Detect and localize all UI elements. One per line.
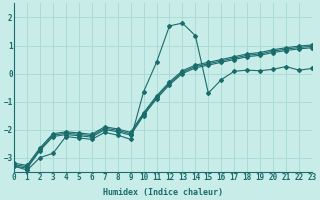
X-axis label: Humidex (Indice chaleur): Humidex (Indice chaleur) [103,188,223,197]
